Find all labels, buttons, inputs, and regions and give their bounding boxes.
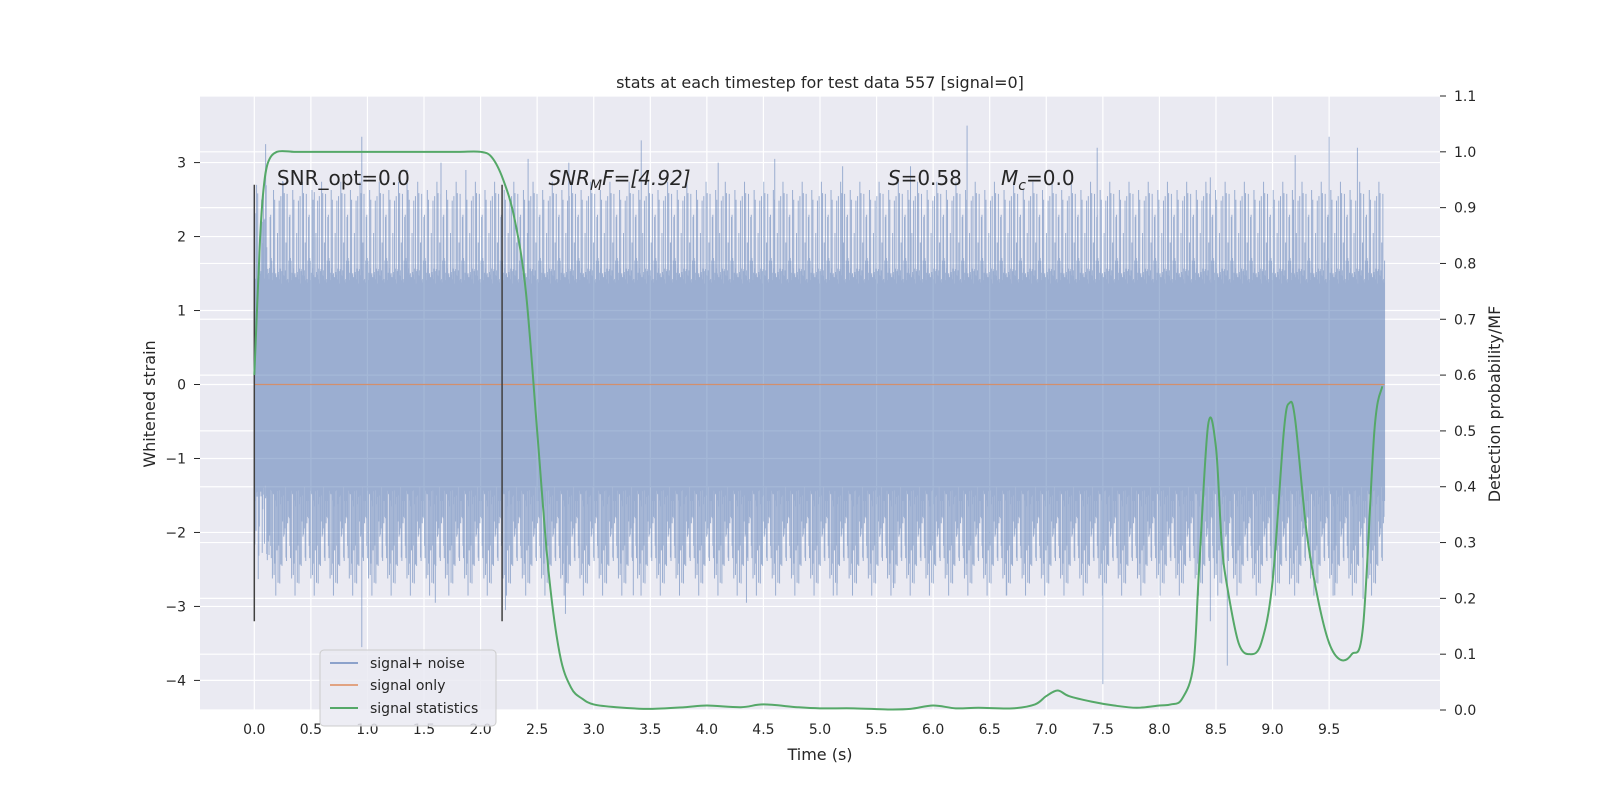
x-tick-label: 6.5 xyxy=(979,722,1001,738)
y2-tick-label: 0.4 xyxy=(1454,480,1476,496)
y-axis-label-left: Whitened strain xyxy=(140,340,159,467)
x-tick-label: 0.5 xyxy=(300,722,322,738)
x-tick-label: 9.0 xyxy=(1261,722,1283,738)
vertical-markers xyxy=(253,184,503,622)
y-tick-label: −1 xyxy=(165,451,186,467)
y2-tick-label: 0.3 xyxy=(1454,536,1476,552)
x-tick-label: 5.0 xyxy=(809,722,831,738)
annotation-mc: Mc=0.0 xyxy=(1001,166,1075,194)
x-tick-label: 7.0 xyxy=(1035,722,1057,738)
x-tick-label: 9.5 xyxy=(1318,722,1340,738)
y-axis-label-right: Detection probability/MF xyxy=(1485,306,1504,503)
x-tick-label: 3.0 xyxy=(583,722,605,738)
x-tick-label: 5.5 xyxy=(865,722,887,738)
x-axis-label: Time (s) xyxy=(786,745,852,764)
y-tick-label: −3 xyxy=(165,599,186,615)
y-tick-label: 1 xyxy=(177,304,186,320)
legend-label-stats: signal statistics xyxy=(370,701,478,717)
y2-tick-label: 0.6 xyxy=(1454,368,1476,384)
annotation-s: S=0.58 xyxy=(888,166,962,190)
x-tick-label: 2.5 xyxy=(526,722,548,738)
chart-title: stats at each timestep for test data 557… xyxy=(616,73,1024,92)
x-tick-label: 3.5 xyxy=(639,722,661,738)
x-tick-label: 8.0 xyxy=(1148,722,1170,738)
legend-label-noise: signal+ noise xyxy=(370,656,465,672)
annotation-mc-rest: =0.0 xyxy=(1026,166,1075,190)
y2-tick-label: 0.9 xyxy=(1454,201,1476,217)
annotation-mc-sub: c xyxy=(1018,178,1026,194)
y2-tick-label: 1.0 xyxy=(1454,145,1476,161)
x-tick-label: 6.0 xyxy=(922,722,944,738)
legend-box xyxy=(319,649,497,727)
annotation-snr-mf-base: SNR xyxy=(548,166,590,190)
y2-tick-label: 0.1 xyxy=(1454,647,1476,663)
annotation-snr-opt: SNR_opt=0.0 xyxy=(277,166,410,190)
y2-tick-label: 0.2 xyxy=(1454,591,1476,607)
annotation-snr-mf: SNRMF=[4.92] xyxy=(548,166,690,194)
y-tick-label: 3 xyxy=(177,156,186,172)
stats-line xyxy=(253,150,1384,711)
x-tick-label: 4.0 xyxy=(696,722,718,738)
annotation-s-rest: =0.58 xyxy=(901,166,962,190)
legend: signal+ noise signal only signal statist… xyxy=(319,649,497,727)
x-tick-label: 7.5 xyxy=(1092,722,1114,738)
annotations: SNR_opt=0.0 SNRMF=[4.92] S=0.58 Mc=0.0 xyxy=(277,166,1075,194)
y-tick-label: −2 xyxy=(165,525,186,541)
y2-tick-label: 0.8 xyxy=(1454,256,1476,272)
y-tick-label: 2 xyxy=(177,230,186,246)
x-tick-label: 4.5 xyxy=(752,722,774,738)
annotation-mc-var: M xyxy=(1001,166,1018,190)
y2-tick-label: 1.1 xyxy=(1454,89,1476,105)
annotation-s-var: S xyxy=(888,166,901,190)
y-tick-label: 0 xyxy=(177,378,186,394)
y2-tick-label: 0.5 xyxy=(1454,424,1476,440)
annotation-snr-mf-sub: M xyxy=(590,178,602,194)
signal-statistics-series xyxy=(253,150,1384,711)
legend-label-signal: signal only xyxy=(370,678,445,694)
annotation-snr-mf-rest: F=[4.92] xyxy=(602,166,690,190)
y2-tick-label: 0.7 xyxy=(1454,312,1476,328)
x-tick-label: 8.5 xyxy=(1205,722,1227,738)
axis-ticks: 0.0 0.5 1.0 1.5 2.0 2.5 3.0 3.5 4.0 4.5 5.0 5.5 6.0 6… xyxy=(165,89,1476,738)
x-tick-label: 0.0 xyxy=(243,722,265,738)
y2-tick-label: 0.0 xyxy=(1454,703,1476,719)
y-tick-label: −4 xyxy=(165,673,186,689)
